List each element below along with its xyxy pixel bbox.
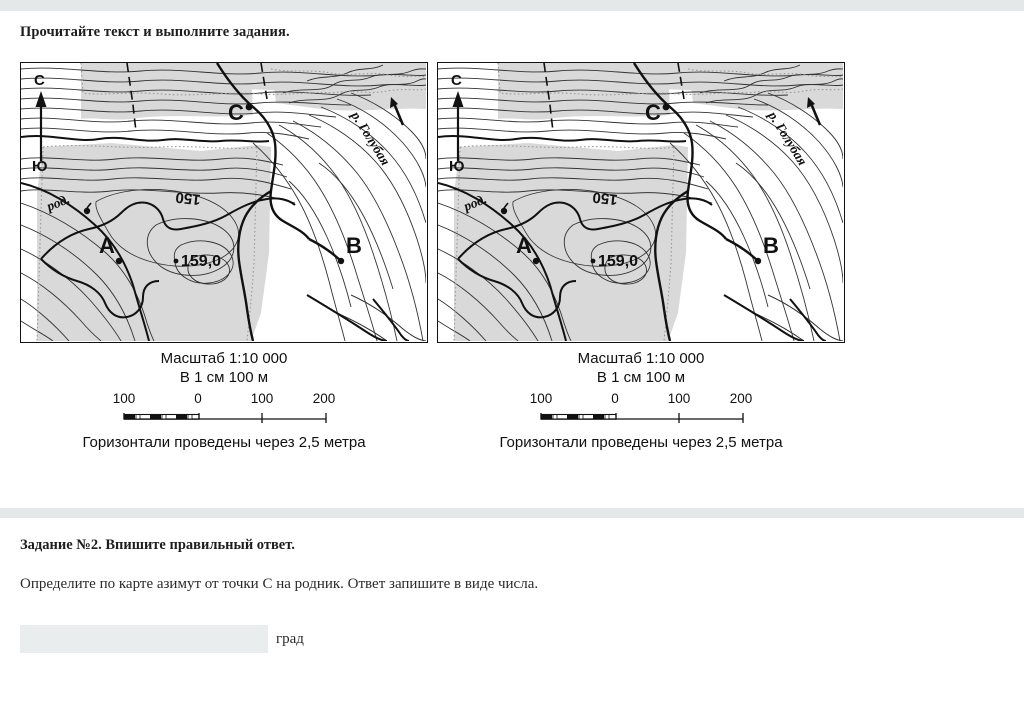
scale-subtitle: В 1 см 100 м — [596, 369, 686, 386]
scale-title: Масштаб 1:10 000 — [577, 350, 705, 367]
section-divider-band — [0, 508, 1024, 518]
point-b-label: B — [346, 233, 362, 258]
topographic-map-right: С Ю 150 род. 159,0 A B C р. Голубая — [437, 62, 845, 343]
elevation-mark: 159,0 — [181, 253, 221, 270]
elevation-mark: 159,0 — [598, 253, 638, 270]
point-c-label: C — [645, 100, 661, 125]
map-south-label: Ю — [32, 158, 47, 175]
point-a-label: A — [99, 233, 115, 258]
page-title: Прочитайте текст и выполните задания. — [20, 24, 290, 40]
contour-interval-note: Горизонтали проведены через 2,5 метра — [499, 434, 783, 451]
ruler-label-3: 200 — [729, 391, 753, 406]
scale-block-right: Масштаб 1:10 000 В 1 см 100 м 100 0 100 … — [437, 343, 845, 451]
ruler-label-0: 100 — [529, 391, 553, 406]
scale-ruler: 100 0 100 200 — [20, 391, 428, 433]
map-north-label: С — [34, 72, 45, 89]
answer-input[interactable] — [20, 625, 268, 653]
ruler-label-3: 200 — [312, 391, 336, 406]
answer-unit-label: град — [276, 630, 304, 647]
ruler-label-2: 100 — [667, 391, 691, 406]
scale-subtitle: В 1 см 100 м — [179, 369, 269, 386]
point-a-label: A — [516, 233, 532, 258]
top-divider-band — [0, 0, 1024, 11]
answer-row: град — [20, 625, 304, 653]
scale-title: Масштаб 1:10 000 — [160, 350, 288, 367]
ruler-label-1: 0 — [611, 391, 619, 406]
map-south-label: Ю — [449, 158, 464, 175]
task-question-text: Определите по карте азимут от точки С на… — [20, 576, 539, 592]
ruler-label-1: 0 — [194, 391, 202, 406]
figure-map-left: С Ю 150 род. 159,0 A B C — [20, 62, 428, 451]
map-north-label: С — [451, 72, 462, 89]
ruler-label-2: 100 — [250, 391, 274, 406]
figure-map-right: С Ю 150 род. 159,0 A B C р. Голубая — [437, 62, 845, 451]
point-c-label: C — [228, 100, 244, 125]
scale-block-left: Масштаб 1:10 000 В 1 см 100 м 100 0 100 … — [20, 343, 428, 451]
contour-value-150: 150 — [175, 188, 202, 208]
scale-ruler: 100 0 100 200 — [437, 391, 845, 433]
point-b-label: B — [763, 233, 779, 258]
contour-value-150: 150 — [592, 188, 619, 208]
contour-interval-note: Горизонтали проведены через 2,5 метра — [82, 434, 366, 451]
task-title: Задание №2. Впишите правильный ответ. — [20, 537, 295, 553]
ruler-label-0: 100 — [112, 391, 136, 406]
topographic-map-left: С Ю 150 род. 159,0 A B C — [20, 62, 428, 343]
